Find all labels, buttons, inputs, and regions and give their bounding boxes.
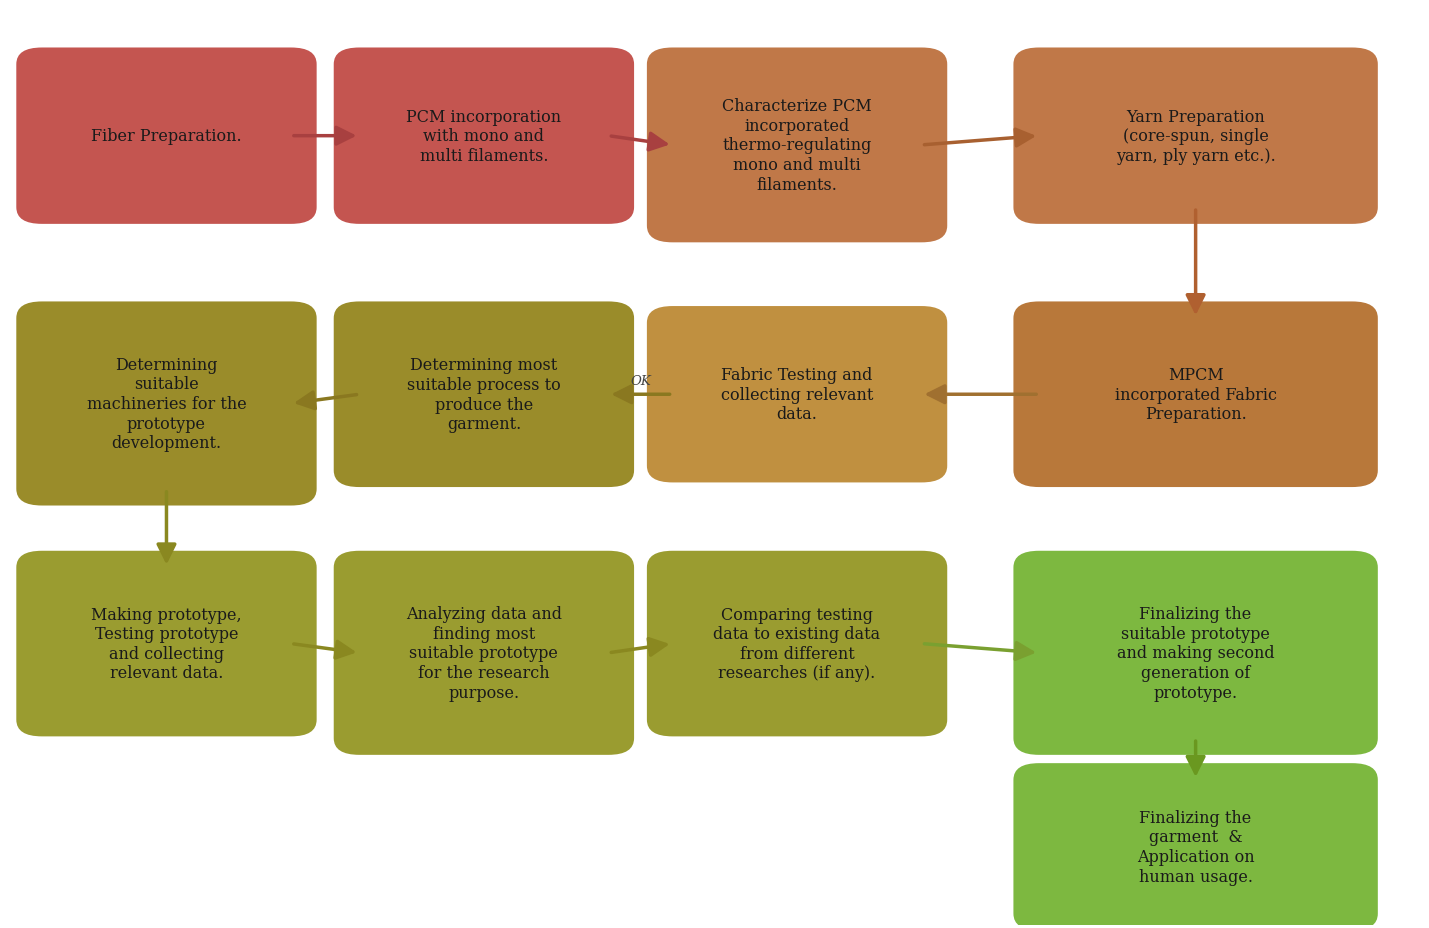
FancyBboxPatch shape [334,551,634,755]
FancyBboxPatch shape [16,551,317,737]
FancyBboxPatch shape [647,48,947,243]
FancyBboxPatch shape [1013,551,1378,755]
Text: Finalizing the
suitable prototype
and making second
generation of
prototype.: Finalizing the suitable prototype and ma… [1117,605,1275,701]
Text: MPCM
incorporated Fabric
Preparation.: MPCM incorporated Fabric Preparation. [1115,367,1276,423]
FancyBboxPatch shape [1013,764,1378,928]
FancyBboxPatch shape [1013,48,1378,225]
Text: Yarn Preparation
(core-spun, single
yarn, ply yarn etc.).: Yarn Preparation (core-spun, single yarn… [1116,109,1276,164]
Text: Finalizing the
garment  &
Application on
human usage.: Finalizing the garment & Application on … [1137,809,1255,884]
FancyBboxPatch shape [16,48,317,225]
Text: PCM incorporation
with mono and
multi filaments.: PCM incorporation with mono and multi fi… [406,109,562,164]
FancyBboxPatch shape [647,307,947,483]
FancyBboxPatch shape [647,551,947,737]
Text: Comparing testing
data to existing data
from different
researches (if any).: Comparing testing data to existing data … [713,606,880,682]
Text: Characterize PCM
incorporated
thermo-regulating
mono and multi
filaments.: Characterize PCM incorporated thermo-reg… [722,98,872,193]
Text: Fiber Preparation.: Fiber Preparation. [91,128,242,145]
FancyBboxPatch shape [16,303,317,506]
FancyBboxPatch shape [334,48,634,225]
FancyBboxPatch shape [334,303,634,487]
Text: Making prototype,
Testing prototype
and collecting
relevant data.: Making prototype, Testing prototype and … [91,606,242,682]
Text: Fabric Testing and
collecting relevant
data.: Fabric Testing and collecting relevant d… [720,367,873,423]
Text: OK: OK [630,375,650,387]
Text: Analyzing data and
finding most
suitable prototype
for the research
purpose.: Analyzing data and finding most suitable… [406,605,562,701]
Text: Determining
suitable
machineries for the
prototype
development.: Determining suitable machineries for the… [87,356,246,452]
FancyBboxPatch shape [1013,303,1378,487]
Text: Determining most
suitable process to
produce the
garment.: Determining most suitable process to pro… [407,357,560,432]
